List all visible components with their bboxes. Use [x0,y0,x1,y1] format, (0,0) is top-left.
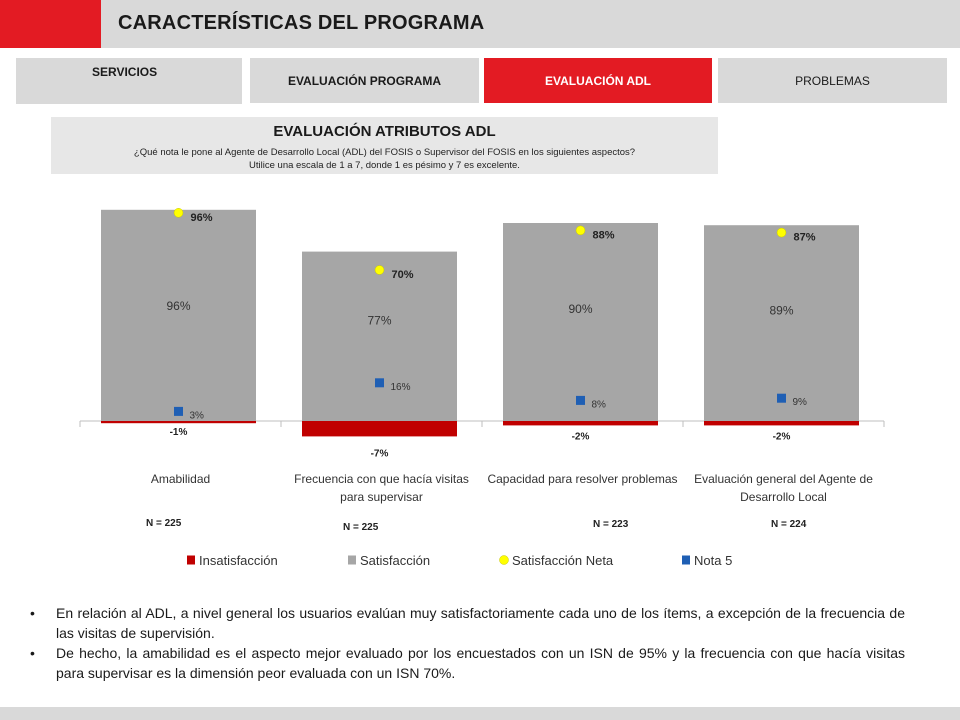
x-tick-label: Evaluación general del Agente de Desarrol… [694,472,873,504]
footer-bar [0,707,960,720]
legend-swatch [682,555,690,565]
insatisfaccion-bar [704,421,859,426]
header-accent-block [0,0,101,48]
satisfaccion-data-label: 90% [568,302,592,316]
satisfaccion-neta-data-label: 70% [392,269,414,281]
tab-problemas[interactable]: PROBLEMAS [718,58,947,103]
satisfaccion-neta-point [776,227,787,238]
sample-size-label: N = 225 [343,522,379,533]
tab-evaluacion-programa[interactable]: EVALUACIÓN PROGRAMA [250,58,479,103]
satisfaccion-bar [704,225,859,421]
nota5-data-label: 16% [391,382,411,393]
x-tick-label: Amabilidad [151,472,210,486]
findings-list: • En relación al ADL, a nivel general lo… [30,603,905,683]
insatisfaccion-bar [302,421,457,437]
evaluation-header-box: EVALUACIÓN ATRIBUTOS ADL ¿Qué nota le po… [51,117,718,174]
legend-swatch [499,555,509,565]
satisfaccion-data-label: 77% [367,313,391,327]
x-tick-label: Capacidad para resolver problemas [487,472,677,486]
insatisfaccion-data-label: -2% [773,431,791,442]
evaluation-question: ¿Qué nota le pone al Agente de Desarroll… [51,147,718,172]
nota5-point [576,395,585,405]
insatisfaccion-data-label: -2% [572,431,590,442]
nota5-point [777,393,786,403]
satisfaccion-bar [302,251,457,421]
satisfaccion-bar [503,223,658,421]
insatisfaccion-data-label: -1% [170,427,188,438]
sample-size-label: N = 225 [146,518,182,529]
evaluation-title: EVALUACIÓN ATRIBUTOS ADL [273,123,496,140]
legend-label: Insatisfacción [199,553,278,568]
nota5-point [375,378,384,388]
finding-item: • En relación al ADL, a nivel general lo… [30,603,905,643]
legend-swatch [348,555,356,565]
insatisfaccion-bar [101,421,256,424]
legend-label: Satisfacción Neta [512,553,614,568]
legend-swatch [187,555,195,565]
tab-evaluacion-adl[interactable]: EVALUACIÓN ADL [484,58,712,103]
evaluation-question-line1: ¿Qué nota le pone al Agente de Desarroll… [133,147,636,158]
finding-item: • De hecho, la amabilidad es el aspecto … [30,643,905,683]
finding-text: De hecho, la amabilidad es el aspecto me… [56,645,905,681]
satisfaccion-neta-data-label: 87% [794,232,816,244]
nota5-data-label: 8% [592,399,607,410]
insatisfaccion-data-label: -7% [371,448,389,459]
nota5-data-label: 3% [190,410,205,421]
finding-text: En relación al ADL, a nivel general los … [56,605,905,641]
satisfaccion-neta-point [374,265,385,275]
nota5-point [174,406,183,416]
bullet-symbol: • [30,605,35,621]
header-bar: CARACTERÍSTICAS DEL PROGRAMA [0,0,960,48]
sample-size-label: N = 223 [593,519,629,530]
evaluation-question-line2: Utilice una escala de 1 a 7, donde 1 es … [249,159,520,171]
satisfaction-chart: 96% -1% 96% 3% Amabilidad 77% -7% 70% 16% Frecuen… [79,208,885,568]
satisfaccion-neta-data-label: 96% [191,212,213,224]
satisfaccion-data-label: 96% [166,299,190,313]
satisfaccion-neta-data-label: 88% [593,229,615,241]
legend-label: Satisfacción [360,553,430,568]
page-title: CARACTERÍSTICAS DEL PROGRAMA [118,12,485,34]
satisfaccion-neta-point [173,208,184,218]
satisfaccion-data-label: 89% [769,303,793,317]
x-tick-label: Frecuencia con que hacía visitas para sup… [294,472,469,504]
satisfaccion-bar [101,209,256,421]
sample-size-label: N = 224 [771,519,807,530]
tab-servicios[interactable]: SERVICIOS [16,58,242,104]
satisfaccion-neta-point [575,225,586,236]
nota5-data-label: 9% [793,397,808,408]
bullet-symbol: • [30,645,35,661]
legend-label: Nota 5 [694,553,732,568]
insatisfaccion-bar [503,421,658,426]
